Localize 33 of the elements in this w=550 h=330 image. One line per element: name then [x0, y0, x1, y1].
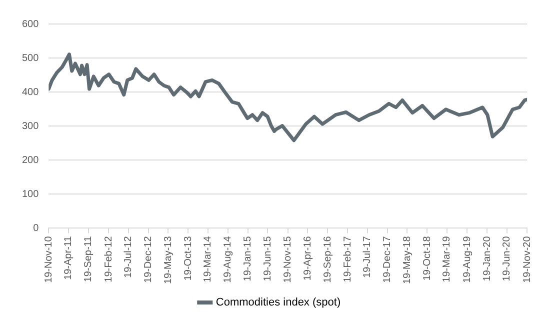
x-tick-label: 19-Sep-11: [83, 236, 94, 282]
x-tick-label: 19-Jul-12: [123, 236, 134, 278]
y-tick-label: 0: [33, 222, 40, 234]
x-tick-label: 19-Aug-19: [462, 236, 473, 283]
x-tick-label: 19-Jun-15: [262, 236, 274, 282]
x-tick-label: 19-Jul-17: [362, 236, 374, 278]
y-tick-label: 100: [22, 188, 40, 200]
x-tick-label: 19-Nov-15: [282, 236, 294, 283]
x-tick-label: 19-Jan-15: [242, 236, 254, 282]
y-tick-label: 600: [22, 18, 40, 30]
y-tick-label: 200: [22, 154, 40, 166]
x-tick-label: 19-Aug-14: [222, 236, 234, 283]
x-tick-label: 19-Jun-20: [502, 236, 513, 282]
x-tick-label: 19-Mar-14: [202, 236, 214, 282]
x-tick-label: 19-Nov-10: [43, 236, 54, 283]
x-tick-label: 19-Nov-20: [522, 236, 533, 283]
y-tick-label: 500: [22, 52, 40, 64]
x-tick-label: 19-Apr-11: [63, 236, 74, 280]
legend-label: Commodities index (spot): [216, 296, 341, 309]
x-tick-label: 19-Jan-20: [482, 236, 493, 282]
y-tick-label: 400: [22, 86, 40, 98]
y-tick-label: 300: [22, 120, 40, 132]
x-tick-label: 19-Feb-17: [342, 236, 354, 282]
x-tick-label: 19-May-13: [162, 236, 174, 284]
x-tick-label: 19-May-18: [402, 236, 413, 284]
x-tick-label: 19-Oct-18: [422, 236, 433, 281]
x-tick-label: 19-Oct-13: [182, 236, 194, 281]
x-tick-label: 19-Dec-17: [382, 236, 394, 283]
x-tick-label: 19-Apr-16: [302, 236, 314, 281]
x-tick-label: 19-Dec-12: [143, 236, 154, 283]
x-tick-label: 19-Sep-16: [322, 236, 334, 283]
x-tick-label: 19-Feb-12: [103, 236, 114, 282]
x-tick-label: 19-Mar-19: [442, 236, 453, 282]
